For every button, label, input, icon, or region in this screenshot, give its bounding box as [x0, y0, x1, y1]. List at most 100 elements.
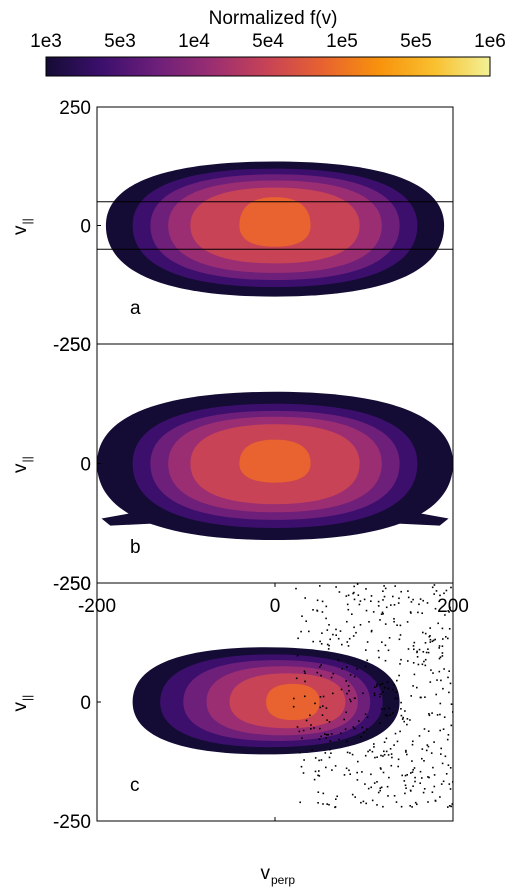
scatter-point	[298, 730, 301, 733]
scatter-point	[370, 786, 372, 789]
scatter-point	[400, 708, 402, 710]
scatter-point	[340, 732, 342, 735]
scatter-point	[335, 634, 337, 636]
scatter-point	[391, 688, 394, 691]
scatter-point	[439, 702, 442, 705]
scatter-point	[390, 604, 392, 606]
scatter-point	[392, 595, 394, 598]
scatter-point	[337, 637, 340, 640]
scatter-point	[451, 803, 453, 805]
scatter-point	[322, 792, 325, 795]
scatter-point	[350, 700, 352, 703]
scatter-point	[346, 666, 348, 668]
scatter-point	[434, 799, 437, 802]
scatter-point	[347, 685, 350, 687]
scatter-point	[292, 705, 295, 708]
scatter-point	[322, 705, 324, 707]
scatter-point	[414, 780, 416, 783]
scatter-point	[418, 603, 420, 606]
scatter-point	[419, 770, 422, 773]
scatter-point	[444, 755, 447, 758]
colorbar-tick-label: 1e5	[326, 31, 358, 52]
scatter-point	[303, 759, 305, 761]
scatter-point	[428, 776, 430, 779]
scatter-point	[427, 730, 430, 732]
panel-a: 250 0 -250 v|| a	[10, 98, 454, 356]
scatter-point	[410, 772, 412, 774]
scatter-point	[404, 710, 406, 712]
scatter-point	[346, 641, 349, 643]
scatter-point	[320, 759, 323, 761]
scatter-point	[326, 643, 329, 646]
scatter-point	[438, 647, 440, 649]
scatter-point	[309, 714, 311, 717]
y-axis-label-main: v	[10, 225, 31, 235]
x-axis-label: v perp	[261, 863, 296, 887]
scatter-point	[442, 687, 444, 690]
scatter-point	[407, 660, 409, 662]
scatter-point	[319, 696, 322, 698]
y-tick-label: 0	[80, 217, 91, 238]
scatter-point	[346, 740, 348, 743]
scatter-point	[373, 746, 375, 748]
scatter-point	[398, 597, 400, 600]
scatter-point	[384, 623, 387, 625]
scatter-point	[346, 620, 348, 623]
scatter-point	[352, 635, 355, 637]
scatter-point	[439, 729, 441, 732]
scatter-point	[397, 602, 400, 604]
scatter-point	[435, 590, 438, 592]
contour-level-5e5	[266, 683, 320, 721]
scatter-point	[308, 630, 310, 633]
scatter-point	[382, 613, 384, 615]
scatter-point	[377, 605, 380, 607]
scatter-point	[423, 760, 425, 762]
scatter-point	[409, 611, 412, 613]
scatter-point	[353, 697, 356, 699]
scatter-point	[427, 776, 429, 778]
scatter-point	[391, 756, 393, 759]
scatter-point	[338, 738, 340, 741]
scatter-point	[365, 802, 367, 805]
scatter-point	[358, 603, 361, 606]
scatter-point	[430, 669, 432, 671]
scatter-point	[440, 753, 442, 755]
y-axis-label-sub: ||	[20, 456, 34, 462]
scatter-point	[370, 600, 372, 602]
scatter-point	[327, 733, 330, 736]
scatter-point	[382, 755, 384, 757]
scatter-point	[297, 637, 299, 640]
scatter-point	[419, 598, 422, 600]
scatter-point	[388, 707, 390, 709]
scatter-point	[399, 663, 401, 665]
scatter-point	[423, 728, 426, 730]
scatter-point	[366, 728, 368, 730]
scatter-point	[406, 774, 408, 776]
scatter-point	[390, 753, 393, 755]
scatter-point	[332, 633, 334, 636]
scatter-point	[329, 748, 331, 751]
scatter-point	[356, 583, 359, 585]
scatter-point	[353, 585, 355, 588]
scatter-point	[377, 649, 380, 652]
scatter-point	[321, 611, 324, 613]
scatter-point	[428, 635, 431, 638]
scatter-point	[424, 664, 427, 667]
scatter-point	[351, 613, 353, 615]
scatter-point	[353, 727, 356, 730]
scatter-point	[330, 676, 333, 679]
scatter-point	[313, 778, 316, 781]
scatter-point	[411, 806, 413, 808]
scatter-point	[325, 605, 328, 608]
scatter-point	[340, 688, 343, 691]
scatter-point	[312, 609, 314, 611]
scatter-point	[441, 762, 444, 765]
scatter-point	[434, 607, 437, 610]
scatter-point	[395, 691, 398, 693]
scatter-point	[371, 750, 374, 753]
scatter-point	[441, 655, 444, 657]
scatter-point	[435, 693, 437, 696]
scatter-point	[387, 649, 390, 652]
scatter-point	[440, 747, 442, 750]
scatter-point	[405, 787, 407, 789]
